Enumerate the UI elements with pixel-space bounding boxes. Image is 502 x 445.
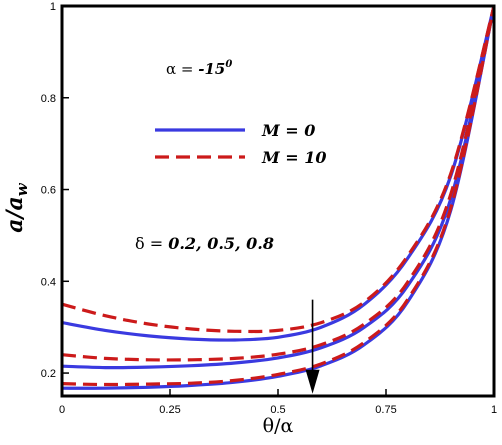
- delta-annotation: δ = 0.2, 0.5, 0.8: [135, 234, 274, 253]
- y-tick-label-4: 1: [50, 1, 56, 13]
- legend-label-m0: M = 0: [261, 121, 315, 140]
- series-line-m0-1: [61, 5, 496, 370]
- alpha-annotation: α = -150: [166, 59, 232, 78]
- x-axis-ticks: 0 0.25 0.5 0.75 1: [59, 389, 497, 416]
- y-tick-label-3: 0.8: [41, 93, 56, 105]
- series-line-m10-4: [61, 5, 496, 362]
- y-axis-ticks: 0.2 0.4 0.6 0.8 1: [41, 1, 69, 380]
- legend-label-m10: M = 10: [261, 148, 327, 167]
- legend: M = 0 M = 10: [155, 121, 327, 167]
- y-tick-label-2: 0.6: [41, 185, 56, 197]
- x-tick-label-1: 0.25: [159, 404, 180, 416]
- y-tick-label-0: 0.2: [41, 368, 56, 380]
- series-line-m10-3: [61, 5, 496, 334]
- y-axis-label: a/aw: [2, 182, 31, 233]
- y-tick-label-1: 0.4: [41, 276, 56, 288]
- delta-arrow-head: [305, 369, 320, 394]
- x-axis-label-text: θ/α: [263, 415, 294, 437]
- x-tick-label-4: 1: [491, 404, 497, 416]
- x-tick-label-3: 0.75: [375, 404, 396, 416]
- x-tick-label-2: 0.5: [270, 404, 285, 416]
- x-axis-label: θ/α: [263, 415, 294, 437]
- series-line-m0-0: [61, 5, 496, 342]
- delta-arrow: [305, 299, 320, 394]
- x-tick-label-0: 0: [59, 404, 65, 416]
- y-axis-label-text: a/aw: [2, 182, 31, 233]
- series-line-m10-5: [61, 5, 496, 387]
- series-curves: [61, 5, 496, 390]
